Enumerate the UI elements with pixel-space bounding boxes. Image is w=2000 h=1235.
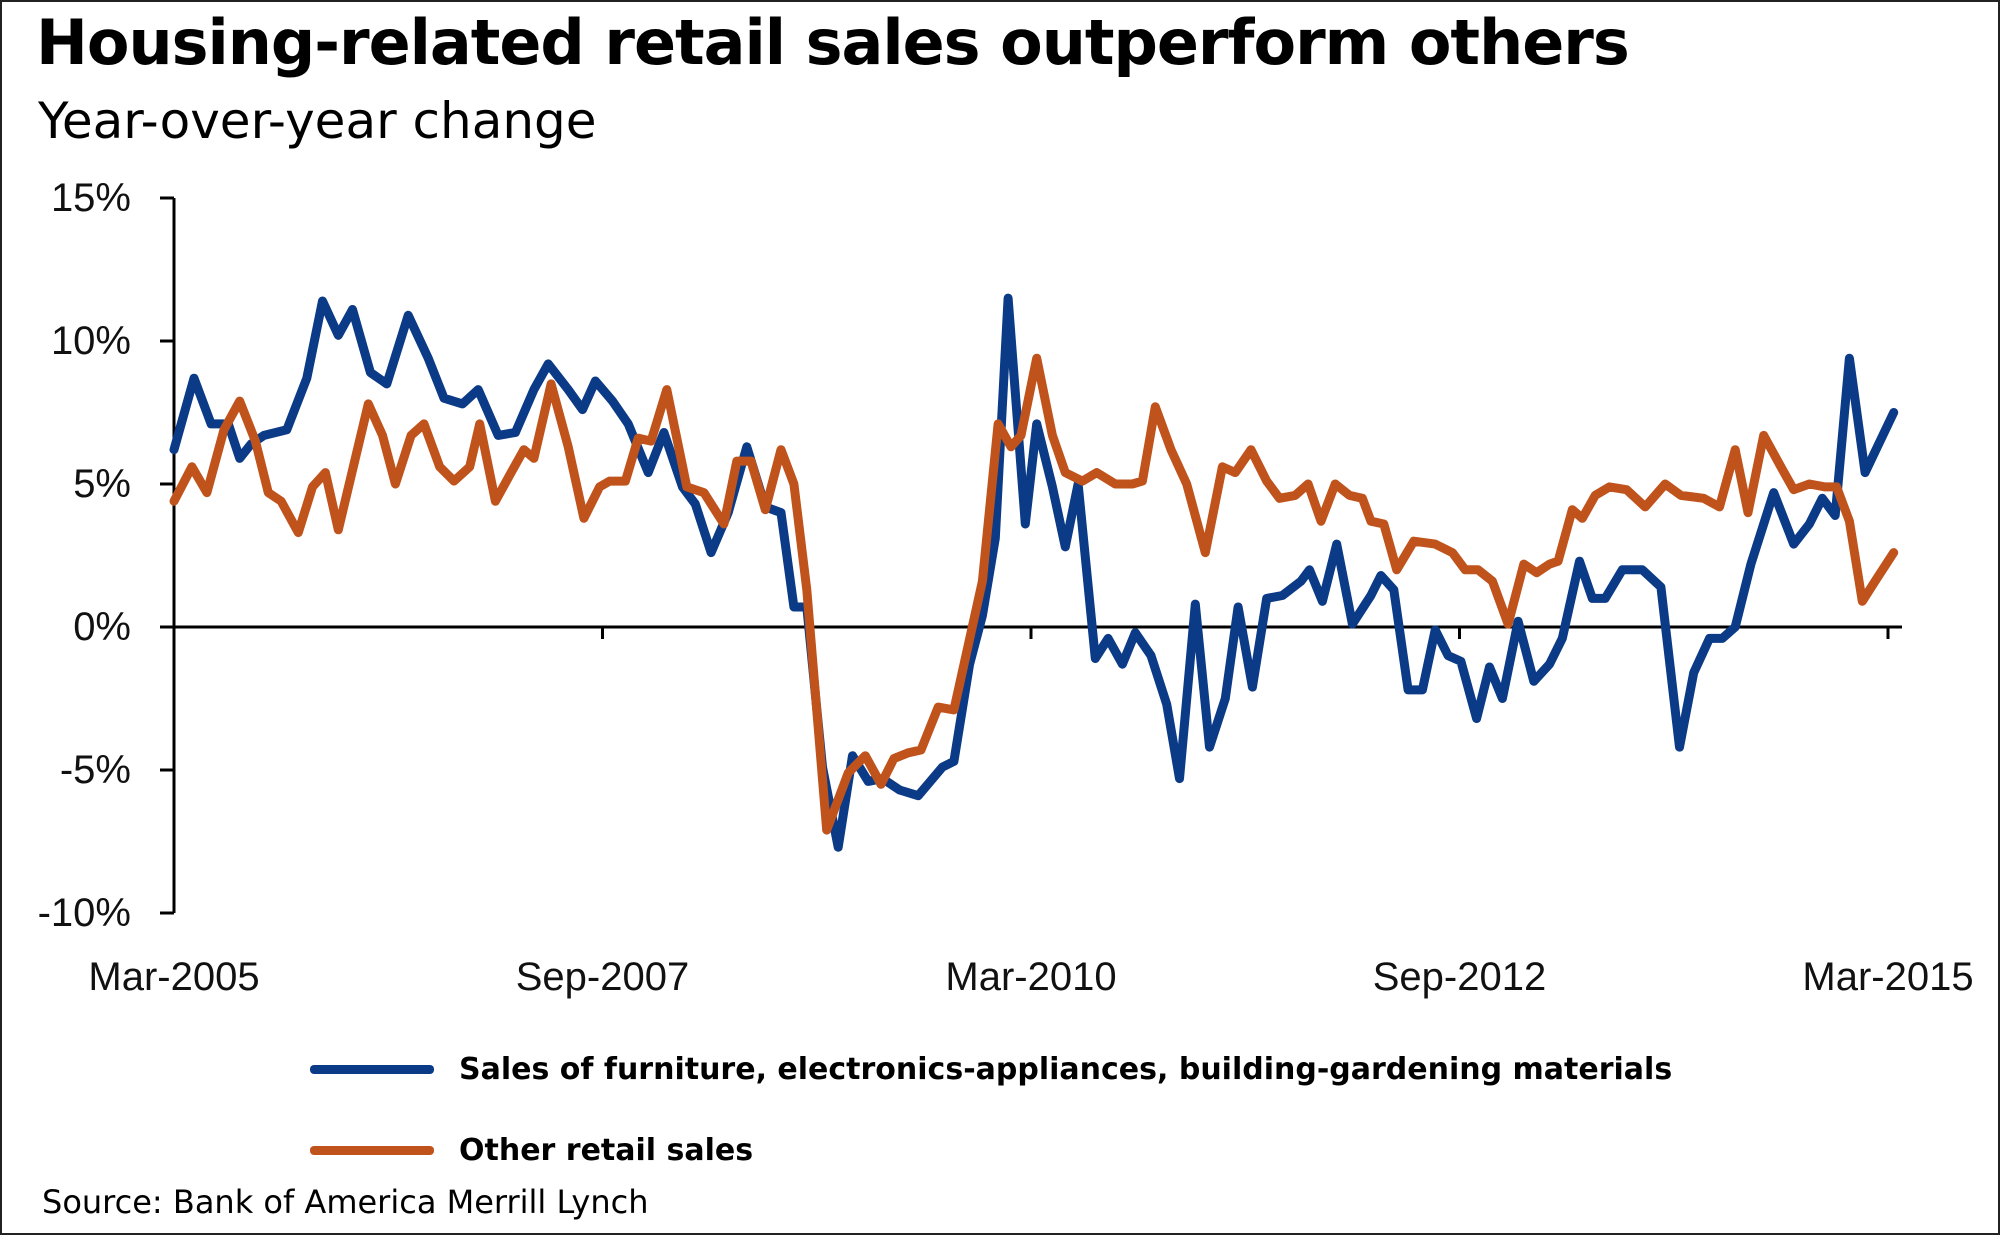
y-tick-label: -5% <box>60 748 131 792</box>
legend-swatch-other <box>310 1146 434 1155</box>
axes <box>160 196 1902 915</box>
y-tick-label: 5% <box>73 462 131 506</box>
legend-label-housing: Sales of furniture, electronics-applianc… <box>459 1052 1673 1087</box>
y-tick-label: 10% <box>51 319 131 363</box>
tick-labels: 15% 10% 5% 0% -5% -10% Mar-2005 Sep-2007 Mar-201… <box>38 176 1974 999</box>
chart-title: Housing-related retail sales outperform … <box>36 6 1630 79</box>
legend-label-other: Other retail sales <box>459 1133 754 1168</box>
legend-swatch-housing <box>310 1065 434 1074</box>
series-line-housing <box>169 293 1899 852</box>
y-tick-label: 0% <box>73 605 131 649</box>
series-lines <box>169 293 1899 852</box>
legend-item-other: Other retail sales <box>310 1133 753 1168</box>
x-tick-label: Mar-2005 <box>88 955 259 999</box>
legend-item-housing: Sales of furniture, electronics-applianc… <box>310 1052 1672 1087</box>
x-tick-label: Mar-2015 <box>1802 955 1973 999</box>
source-note: Source: Bank of America Merrill Lynch <box>42 1183 649 1221</box>
series-line-other <box>169 353 1899 835</box>
x-tick-label: Mar-2010 <box>945 955 1116 999</box>
x-tick-label: Sep-2007 <box>516 955 689 999</box>
y-tick-label: -10% <box>38 891 131 935</box>
y-tick-label: 15% <box>51 176 131 220</box>
x-tick-label: Sep-2012 <box>1373 955 1546 999</box>
chart-subtitle: Year-over-year change <box>38 92 597 150</box>
